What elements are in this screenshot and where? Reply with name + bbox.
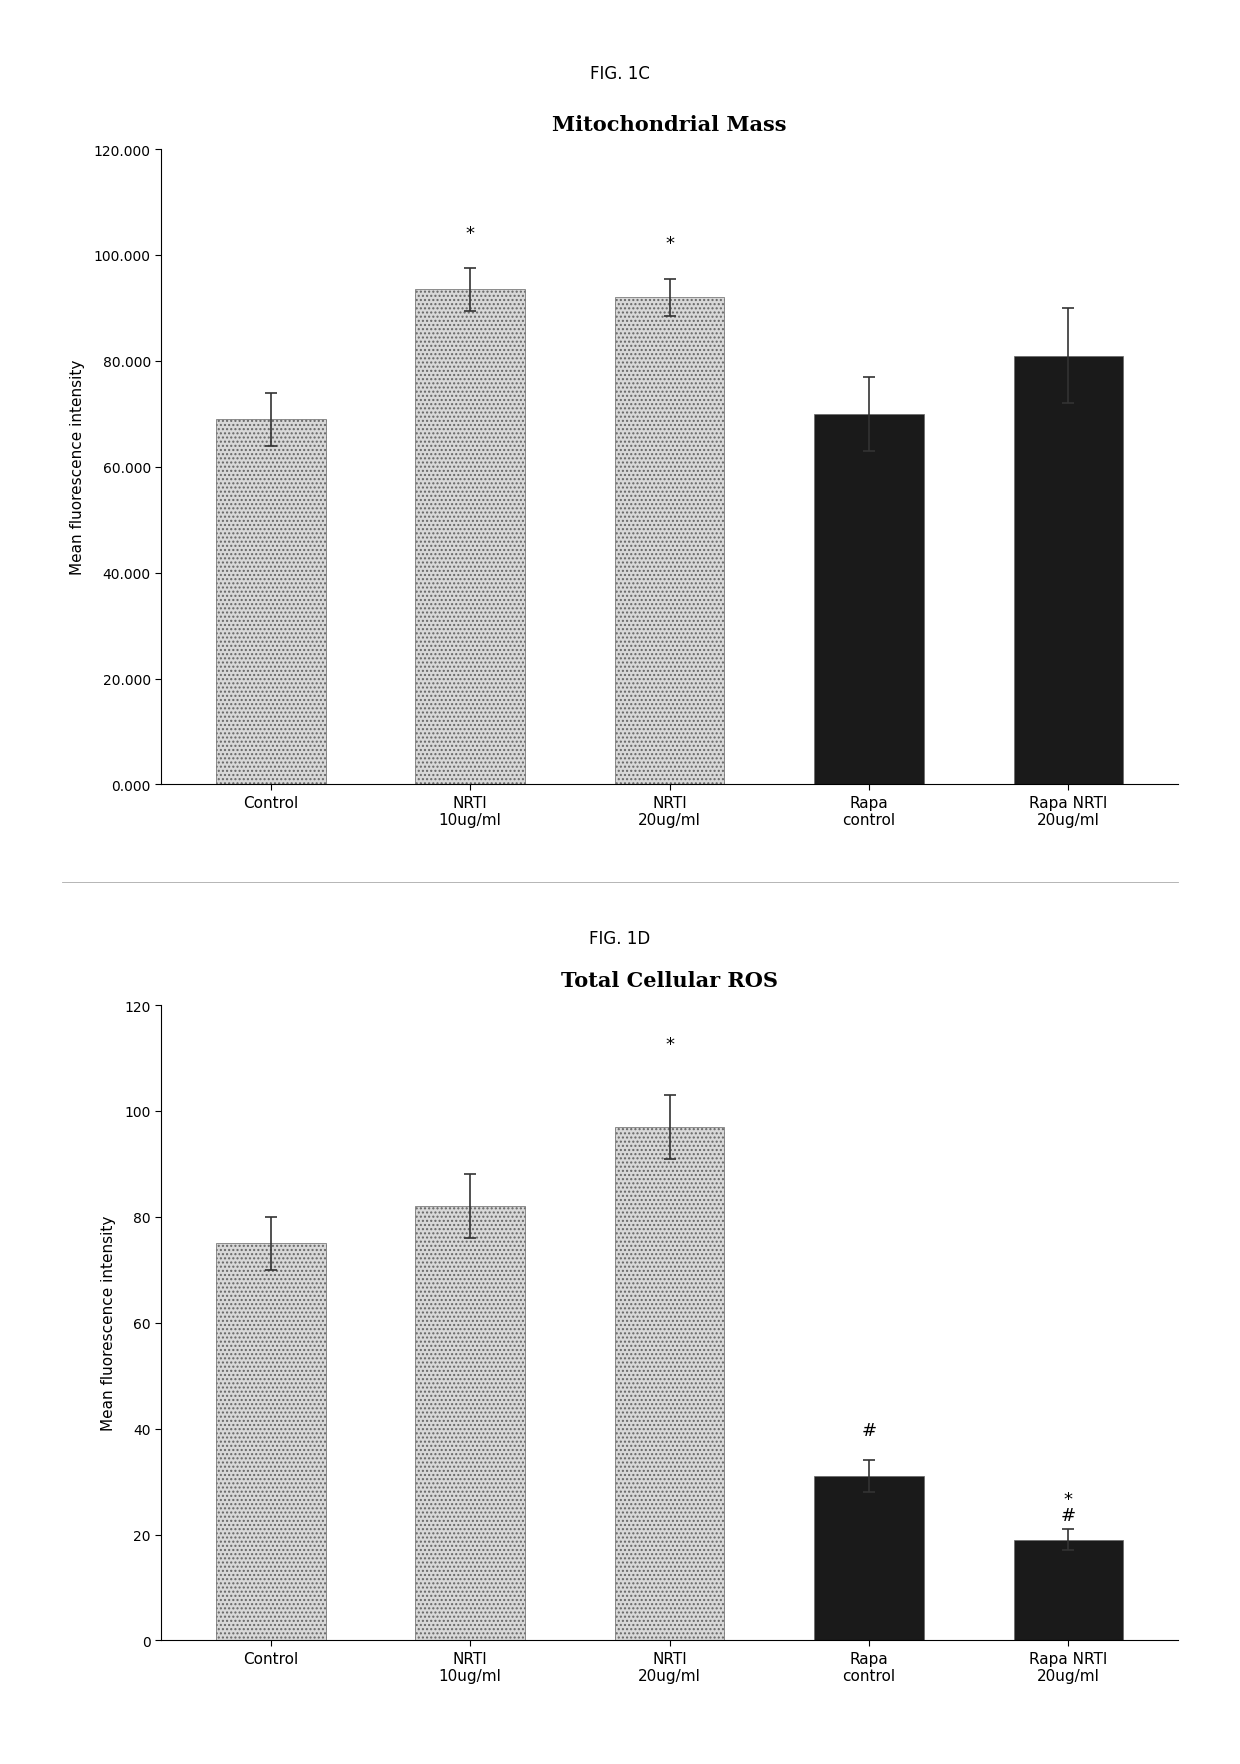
Bar (1013, 356, 1123, 785)
Bar (815, 415, 924, 785)
Bar (615, 298, 724, 785)
Text: #: # (1060, 1506, 1076, 1524)
Bar (415, 289, 525, 785)
Text: #: # (862, 1422, 877, 1439)
Y-axis label: Mean fluorescence intensity: Mean fluorescence intensity (71, 360, 86, 575)
Bar (216, 420, 326, 785)
Y-axis label: Mean fluorescence intensity: Mean fluorescence intensity (102, 1215, 117, 1431)
Bar (216, 1244, 326, 1641)
Text: *: * (665, 1035, 675, 1053)
Title: Mitochondrial Mass: Mitochondrial Mass (552, 115, 787, 134)
Text: FIG. 1C: FIG. 1C (590, 65, 650, 83)
Bar (415, 1207, 525, 1641)
Bar (815, 1476, 924, 1641)
Title: Total Cellular ROS: Total Cellular ROS (560, 970, 779, 990)
Text: *: * (1064, 1491, 1073, 1508)
Bar (1013, 1540, 1123, 1641)
Bar (615, 1127, 724, 1641)
Text: *: * (665, 235, 675, 252)
Text: *: * (466, 224, 475, 242)
Text: FIG. 1D: FIG. 1D (589, 930, 651, 947)
